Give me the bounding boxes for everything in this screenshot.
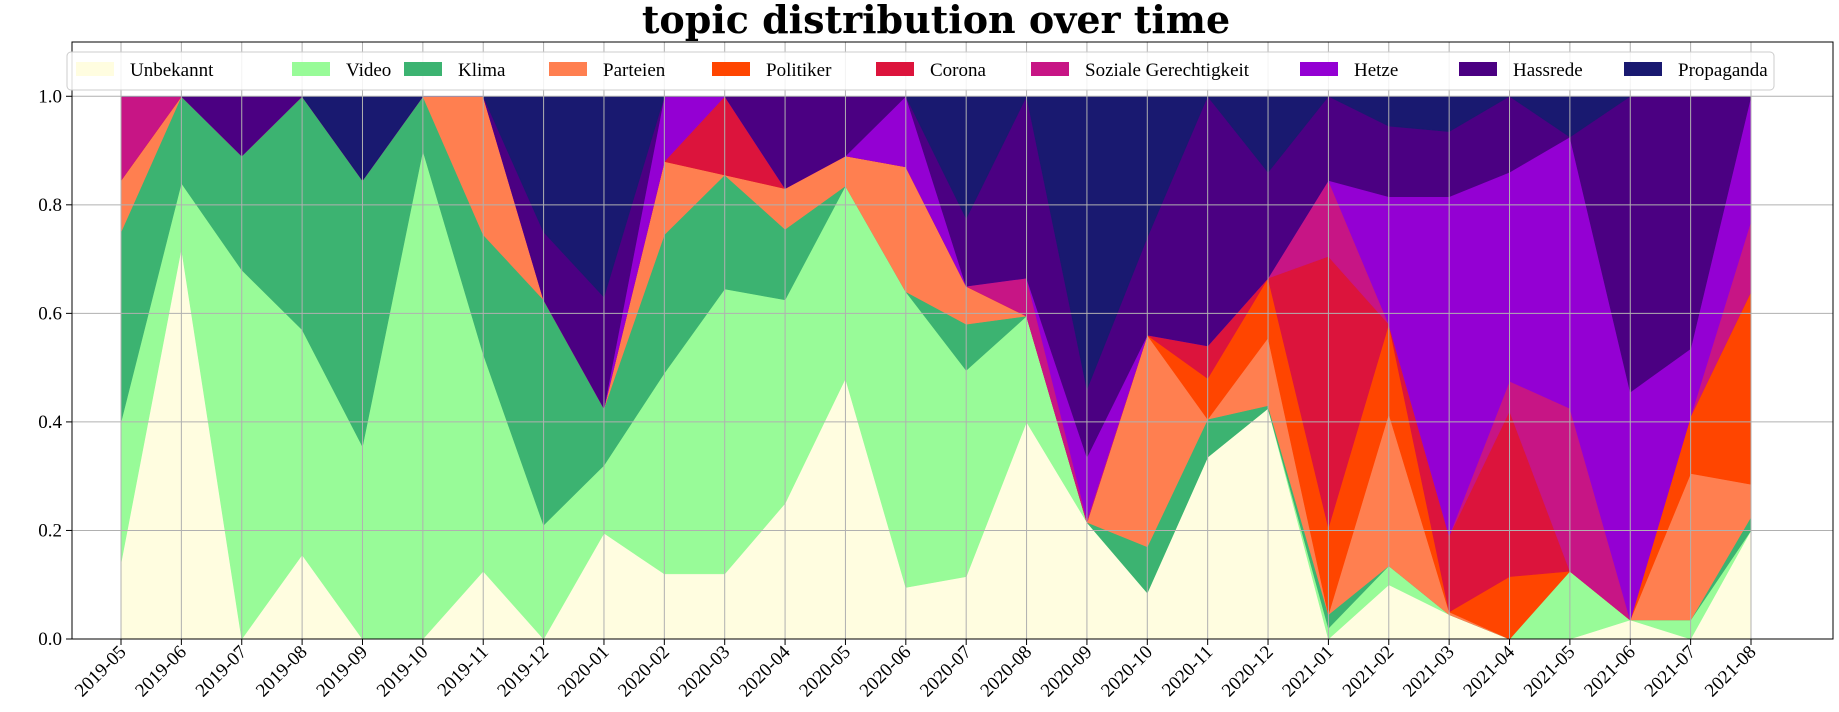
- y-tick-label: 0.0: [38, 629, 62, 650]
- legend-swatch-propaganda: [1624, 62, 1662, 76]
- y-tick-label: 1.0: [38, 86, 62, 107]
- legend-swatch-hassrede: [1459, 62, 1497, 76]
- legend-label-hetze: Hetze: [1354, 60, 1398, 81]
- legend-label-propaganda: Propaganda: [1678, 60, 1768, 81]
- legend-label-klima: Klima: [458, 60, 506, 81]
- legend-label-corona: Corona: [930, 60, 987, 81]
- y-tick-label: 0.8: [38, 195, 62, 216]
- legend-label-soziale-gerechtigkeit: Soziale Gerechtigkeit: [1085, 60, 1250, 81]
- legend-swatch-video: [292, 62, 330, 76]
- legend-swatch-soziale-gerechtigkeit: [1031, 62, 1069, 76]
- plot-frame: [71, 41, 1834, 640]
- area-layers: [120, 95, 1752, 640]
- legend: Unbekannt Video Klima Parteien Politiker Coro…: [66, 51, 1775, 91]
- legend-label-parteien: Parteien: [603, 60, 666, 81]
- legend-label-politiker: Politiker: [766, 60, 832, 81]
- legend-swatch-politiker: [712, 62, 750, 76]
- legend-label-unbekannt: Unbekannt: [130, 60, 214, 81]
- legend-swatch-hetze: [1300, 62, 1338, 76]
- chart-title: topic distribution over time: [642, 0, 1230, 42]
- y-tick-label: 0.6: [38, 303, 62, 324]
- legend-swatch-unbekannt: [76, 62, 114, 76]
- legend-swatch-parteien: [549, 62, 587, 76]
- legend-label-video: Video: [346, 60, 391, 81]
- legend-label-hassrede: Hassrede: [1513, 60, 1583, 81]
- y-tick-label: 0.4: [38, 412, 62, 433]
- legend-box: [66, 51, 1775, 91]
- y-tick-label: 0.2: [38, 520, 62, 541]
- legend-swatch-corona: [876, 62, 914, 76]
- legend-swatch-klima: [404, 62, 442, 76]
